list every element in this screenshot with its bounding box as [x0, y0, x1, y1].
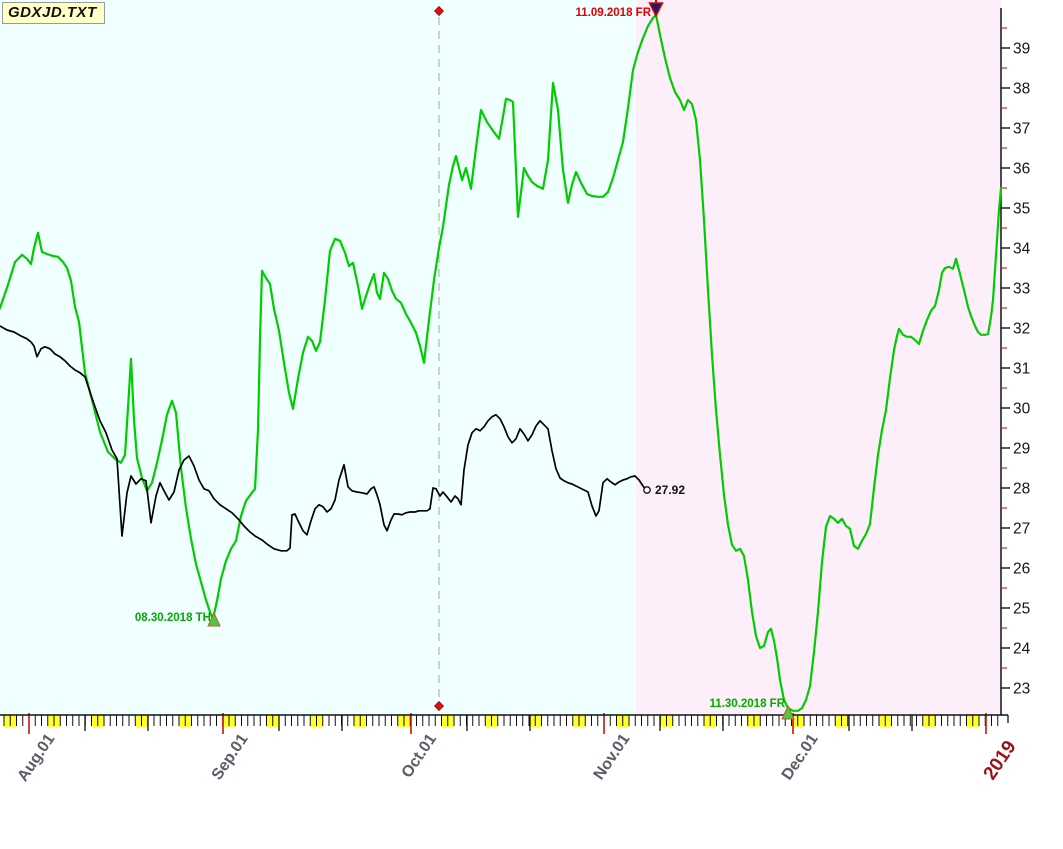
- chart-plot-area[interactable]: [0, 0, 1001, 715]
- low-up-triangle-icon: [781, 704, 795, 720]
- annotation-low1: 08.30.2018 TH: [134, 612, 211, 624]
- annotation-last: 27.92: [655, 483, 686, 497]
- peak-down-arrow-icon: [648, 2, 664, 18]
- series-line-black: [0, 325, 648, 552]
- y-axis-label: 39: [1013, 41, 1030, 58]
- symbol-label[interactable]: GDXJD.TXT: [2, 2, 105, 24]
- y-axis-label: 34: [1013, 241, 1031, 258]
- y-axis-label: 27: [1013, 521, 1030, 538]
- y-axis-label: 25: [1013, 601, 1030, 618]
- y-axis-label: 37: [1013, 121, 1030, 138]
- y-axis-label: 28: [1013, 481, 1030, 498]
- y-axis-label: 32: [1013, 321, 1030, 338]
- annotation-low2: 11.30.2018 FR: [709, 698, 785, 710]
- last-price-dot-icon: [643, 486, 651, 494]
- y-axis-label: 38: [1013, 81, 1030, 98]
- low-up-triangle-icon: [207, 611, 221, 627]
- vline-diamond-marker: [433, 700, 445, 712]
- y-axis-label: 35: [1013, 201, 1030, 218]
- series-line-green: [0, 13, 1003, 712]
- y-axis-label: 24: [1013, 641, 1031, 658]
- y-axis-label: 36: [1013, 161, 1030, 178]
- y-axis-label: 31: [1013, 361, 1030, 378]
- y-axis-label: 26: [1013, 561, 1030, 578]
- y-axis-label: 33: [1013, 281, 1030, 298]
- y-axis-label: 29: [1013, 441, 1030, 458]
- annotation-peak: 11.09.2018 FR: [575, 7, 651, 19]
- vline-diamond-marker: [433, 5, 445, 17]
- y-axis-label: 23: [1013, 681, 1030, 698]
- y-axis-label: 30: [1013, 401, 1031, 418]
- region-before: [0, 0, 636, 715]
